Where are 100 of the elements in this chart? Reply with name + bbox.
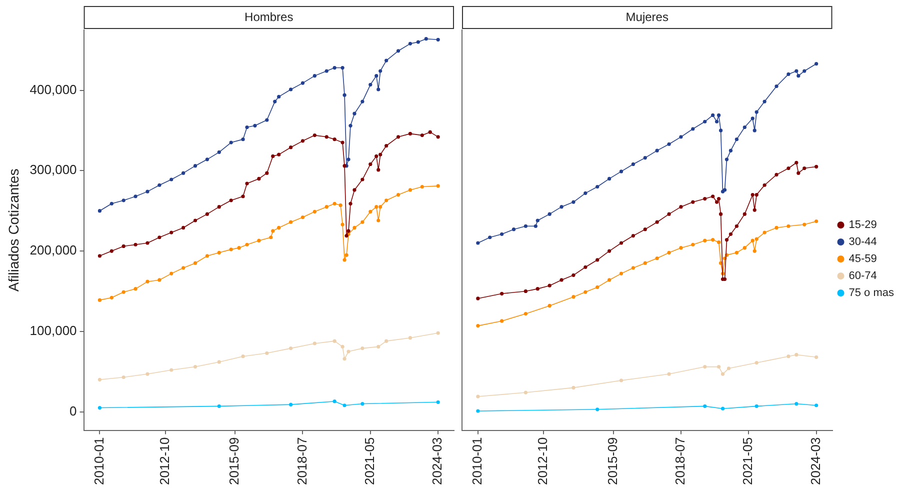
point [374, 74, 378, 78]
point [476, 296, 480, 300]
point [122, 375, 126, 380]
point [667, 372, 671, 376]
point [488, 236, 492, 240]
point [750, 192, 754, 197]
point [98, 378, 102, 382]
point [134, 194, 138, 198]
point [794, 69, 798, 73]
point [608, 249, 612, 253]
point [122, 198, 126, 202]
point [572, 200, 576, 204]
point [734, 138, 739, 142]
point [408, 188, 412, 192]
point [802, 69, 806, 73]
x-tick-label: 2021-05 [362, 437, 377, 486]
point [728, 148, 733, 152]
x-tick-label: 2010-01 [470, 437, 485, 486]
point [572, 386, 576, 390]
point [572, 295, 576, 299]
point [332, 400, 336, 404]
point [754, 110, 758, 114]
point [584, 265, 588, 269]
point [324, 135, 328, 139]
y-tick-label: 400,000 [30, 82, 77, 97]
point [271, 229, 275, 233]
point [217, 250, 221, 254]
point [786, 224, 790, 228]
point [631, 266, 635, 270]
point [193, 261, 198, 265]
point [754, 360, 758, 365]
point [608, 176, 612, 181]
point [619, 378, 624, 382]
point [352, 188, 356, 192]
point [324, 205, 328, 209]
point [794, 160, 798, 164]
point [288, 402, 293, 406]
point [277, 152, 281, 156]
point [724, 238, 729, 242]
point [814, 164, 818, 168]
point [312, 210, 316, 214]
point [436, 184, 440, 188]
point [253, 124, 257, 128]
point [548, 212, 552, 216]
point [524, 312, 528, 316]
point [718, 128, 723, 132]
point [257, 176, 261, 181]
legend-label: 75 o mas [848, 287, 894, 300]
point [376, 344, 380, 348]
point [742, 246, 746, 250]
legend-label: 60-74 [848, 270, 877, 282]
point [774, 172, 778, 176]
point [217, 360, 221, 364]
point [134, 242, 138, 246]
point [360, 220, 364, 224]
legend-label: 45-59 [848, 253, 877, 266]
point [241, 138, 245, 142]
point [384, 339, 388, 343]
point [122, 244, 126, 248]
point [619, 272, 624, 276]
point [814, 220, 818, 224]
point [774, 226, 778, 230]
point [146, 372, 150, 376]
point [193, 164, 198, 168]
point [245, 182, 249, 186]
point [716, 197, 721, 201]
point [134, 287, 138, 291]
point [110, 296, 114, 300]
point [300, 215, 305, 220]
point [786, 72, 790, 76]
point [796, 171, 800, 175]
point [416, 40, 420, 44]
point [110, 249, 114, 253]
x-tick-label: 2018-07 [672, 437, 688, 486]
point [536, 218, 540, 222]
point [273, 100, 277, 104]
point [643, 156, 647, 160]
point [288, 146, 293, 150]
point [360, 100, 364, 104]
point [643, 228, 647, 232]
point [360, 178, 364, 182]
point [348, 202, 352, 206]
point [384, 58, 388, 62]
point [754, 404, 758, 408]
point [608, 278, 612, 282]
point [122, 290, 126, 294]
point [711, 238, 715, 242]
point [762, 183, 766, 187]
point [476, 324, 480, 328]
point [368, 210, 372, 214]
point [500, 232, 504, 236]
point [734, 224, 739, 228]
point [332, 138, 336, 142]
point [734, 250, 739, 254]
point [584, 290, 588, 294]
point [374, 154, 378, 158]
point [476, 409, 480, 413]
point [596, 285, 600, 290]
point [257, 238, 261, 242]
point [368, 82, 372, 86]
